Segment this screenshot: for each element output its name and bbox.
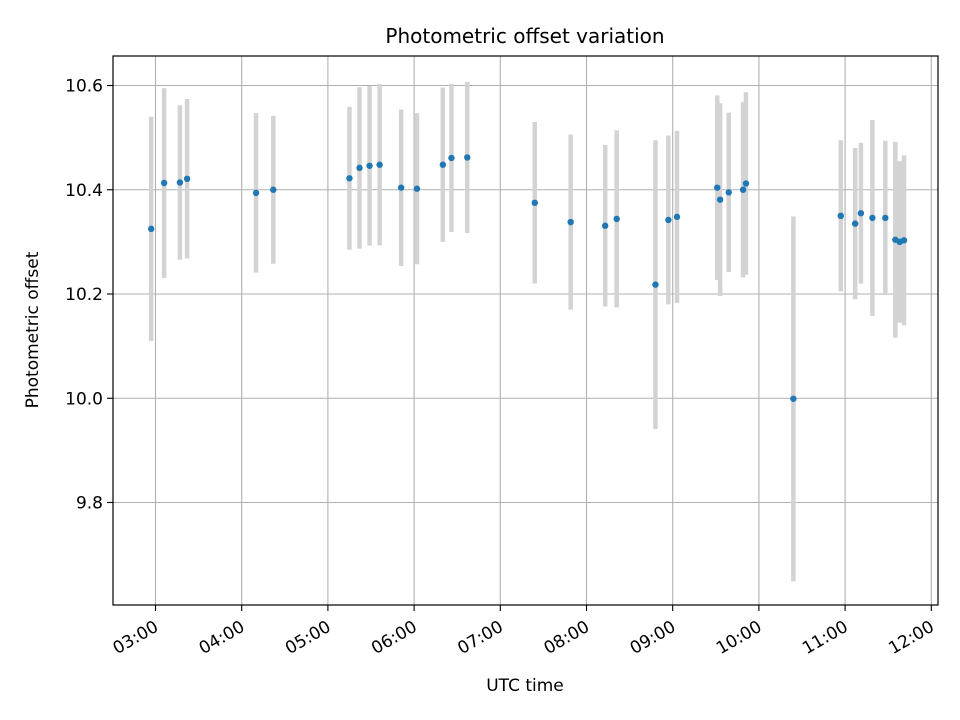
data-point	[725, 189, 732, 196]
data-point	[464, 154, 471, 161]
data-point	[900, 237, 908, 244]
data-point	[601, 222, 609, 229]
grid	[113, 56, 938, 605]
data-point	[413, 185, 421, 192]
data-point	[376, 161, 383, 168]
data-point	[673, 213, 681, 221]
data-point	[252, 189, 260, 197]
y-axis: 9.8 10.0 10.2 10.4 10.6	[65, 77, 113, 514]
data-point	[176, 179, 184, 186]
y-axis-title: Photometric offset	[23, 251, 43, 408]
y-tick-label: 9.8	[76, 494, 103, 514]
y-tick-label: 10.4	[65, 181, 103, 201]
data-point	[851, 220, 859, 227]
data-point	[439, 161, 447, 168]
plot-frame	[112, 55, 939, 606]
y-tick-label: 10.2	[65, 285, 103, 305]
data-point	[183, 175, 191, 183]
chart-title: Photometric offset variation	[385, 24, 664, 48]
data-point	[356, 164, 363, 172]
data-point	[742, 180, 750, 187]
data-points	[147, 154, 908, 402]
data-point	[147, 225, 155, 233]
data-point	[790, 395, 797, 402]
data-point	[716, 196, 724, 203]
data-point	[567, 218, 574, 226]
data-point	[857, 210, 865, 217]
data-point	[531, 199, 538, 206]
data-point	[652, 281, 659, 288]
data-point	[160, 179, 168, 187]
data-point	[837, 212, 844, 220]
data-point	[739, 186, 747, 193]
data-point	[346, 175, 353, 182]
data-point	[366, 162, 373, 169]
data-point	[448, 154, 455, 162]
data-point	[397, 184, 405, 191]
x-axis-title: UTC time	[486, 676, 564, 696]
data-point	[665, 216, 672, 224]
data-point	[270, 186, 277, 193]
data-point	[882, 214, 889, 222]
y-tick-label: 10.6	[65, 77, 103, 97]
y-tick-label: 10.0	[65, 389, 103, 409]
data-point	[613, 215, 620, 223]
data-point	[869, 214, 876, 222]
data-point	[714, 184, 721, 191]
